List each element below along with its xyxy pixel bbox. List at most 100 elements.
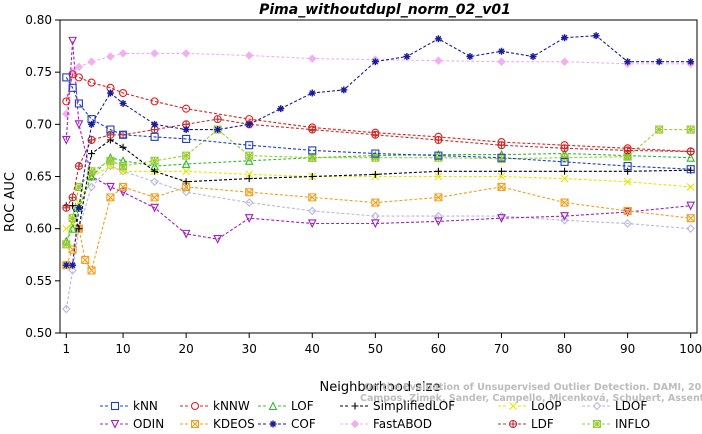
point-inflo <box>150 156 159 165</box>
point-lof <box>87 171 96 181</box>
x-tick-label: 20 <box>178 342 193 356</box>
legend-marker-lof <box>268 401 278 411</box>
y-tick-label: 0.70 <box>25 117 52 131</box>
point-kdeos <box>497 182 506 191</box>
legend-item-loop: LoOP <box>498 399 562 413</box>
legend-marker-kdeos <box>190 419 200 429</box>
point-knn <box>686 165 695 174</box>
point-loop <box>623 177 632 186</box>
point-cof <box>106 89 114 97</box>
point-ldof <box>434 211 443 221</box>
point-knn <box>560 157 569 166</box>
point-knn <box>245 141 254 150</box>
y-tick-label: 0.60 <box>25 222 52 236</box>
legend-label-simplifiedlof: SimplifiedLOF <box>373 399 455 413</box>
point-cof <box>466 53 474 61</box>
point-cof <box>151 120 159 128</box>
y-tick-label: 0.65 <box>25 170 52 184</box>
point-odin <box>61 135 71 145</box>
point-ldof <box>623 219 632 228</box>
legend-label-knn: kNN <box>133 399 158 413</box>
watermark-citation: On the Evaluation of Unsupervised Outlie… <box>364 382 702 393</box>
series-line-inflo <box>65 128 691 245</box>
point-odin <box>434 217 443 227</box>
y-tick-label: 0.80 <box>25 13 52 27</box>
legend-item-ldof: LDOF <box>582 399 647 413</box>
point-cof <box>371 58 379 66</box>
legend-label-inflo: INFLO <box>615 417 650 431</box>
series-cof <box>62 32 695 269</box>
x-axis-ticks: 1 10 20 30 40 50 60 70 80 90 100 <box>62 333 702 356</box>
point-loop <box>686 183 695 191</box>
y-tick-label: 0.55 <box>25 274 52 288</box>
point-fastabod <box>74 62 84 72</box>
legend-marker-fastabod <box>350 419 360 429</box>
point-loop <box>62 224 71 233</box>
point-cof <box>119 99 127 107</box>
legend-item-simplifiedlof: SimplifiedLOF <box>340 399 455 413</box>
point-cof <box>69 261 77 269</box>
point-fastabod <box>497 57 506 67</box>
point-inflo <box>560 153 569 162</box>
point-cof <box>277 105 285 113</box>
legend-label-ldof: LDOF <box>615 399 647 413</box>
legend-item-lof: LOF <box>258 399 314 413</box>
point-knn <box>106 125 115 134</box>
point-knnw <box>434 132 443 141</box>
point-inflo <box>62 240 71 249</box>
point-knnw <box>62 97 71 106</box>
point-ldf <box>106 130 115 139</box>
point-simplifiedlof <box>69 202 77 210</box>
point-simplifiedlof <box>151 167 159 175</box>
point-ldf <box>74 162 83 171</box>
point-ldof <box>686 224 695 233</box>
point-knnw <box>497 138 506 147</box>
x-tick-label: 30 <box>242 342 257 356</box>
point-cof <box>655 58 663 66</box>
point-kdeos <box>623 206 632 215</box>
plot-series <box>61 32 696 314</box>
point-cof <box>592 32 600 40</box>
legend-marker-simplifiedlof <box>351 402 359 410</box>
x-axis-label: Neighborhood size <box>320 380 441 395</box>
point-loop <box>245 170 254 179</box>
point-ldf <box>213 115 222 124</box>
point-odin <box>244 214 254 223</box>
point-inflo <box>623 152 632 161</box>
point-kdeos <box>686 214 695 223</box>
series-knn <box>62 73 695 174</box>
series-kdeos <box>62 182 695 275</box>
point-knnw <box>182 104 191 113</box>
point-kdeos <box>81 255 90 265</box>
series-ldof <box>62 161 695 314</box>
point-knn <box>434 151 443 160</box>
point-ldf <box>68 193 77 202</box>
point-odin <box>68 36 78 46</box>
point-inflo <box>371 153 380 162</box>
point-fastabod <box>62 109 71 119</box>
point-knn <box>68 83 77 92</box>
point-simplifiedlof <box>119 143 127 151</box>
point-lof <box>181 159 191 169</box>
point-fastabod <box>150 49 159 58</box>
point-kdeos <box>560 198 569 207</box>
point-inflo <box>119 162 128 171</box>
series-line-knn <box>65 77 691 170</box>
point-knn <box>623 162 632 171</box>
series-line-ldof <box>65 165 691 310</box>
point-lof <box>686 152 696 162</box>
point-knnw <box>371 128 380 137</box>
x-tick-label: 10 <box>115 342 130 356</box>
point-cof <box>434 35 442 43</box>
legend-marker-knn <box>110 401 120 411</box>
point-simplifiedlof <box>624 167 632 175</box>
point-kdeos <box>245 188 254 197</box>
point-cof <box>403 53 411 61</box>
point-kdeos <box>87 266 96 275</box>
point-cof <box>245 120 253 128</box>
point-odin <box>213 235 223 244</box>
point-ldof <box>560 216 569 225</box>
point-fastabod <box>560 57 569 67</box>
point-cof <box>214 126 222 134</box>
point-inflo <box>434 153 443 162</box>
